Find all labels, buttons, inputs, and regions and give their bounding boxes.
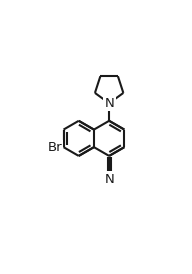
- Text: Br: Br: [47, 141, 62, 154]
- Text: N: N: [104, 97, 114, 110]
- Text: N: N: [104, 173, 114, 187]
